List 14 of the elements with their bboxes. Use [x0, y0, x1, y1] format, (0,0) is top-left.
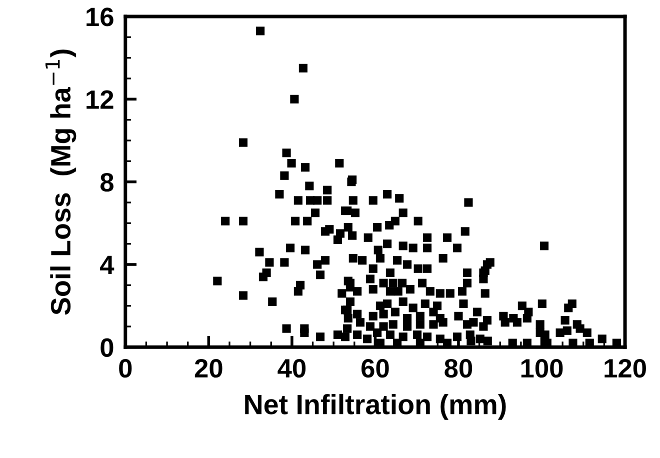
x-tick-label: 0	[119, 358, 132, 378]
y-tick-label: 8	[100, 172, 114, 192]
y-tick-label: 4	[100, 256, 114, 274]
y-tick-label: 0	[100, 338, 114, 357]
y-tick-label: 12	[86, 90, 114, 109]
x-tick-label: 80	[444, 358, 472, 378]
x-tick-label: 20	[194, 358, 222, 378]
y-axis-title: Soil Loss (Mg ha$^{−1}$)	[45, 50, 76, 315]
x-tick-label: 120	[604, 358, 646, 378]
x-axis-title: Net Infiltration (mm)	[245, 394, 506, 420]
x-tick-label: 40	[278, 358, 306, 378]
x-tick-label: 60	[362, 358, 389, 378]
y-tick-label: 16	[86, 8, 114, 26]
x-tick-label: 100	[521, 358, 563, 378]
